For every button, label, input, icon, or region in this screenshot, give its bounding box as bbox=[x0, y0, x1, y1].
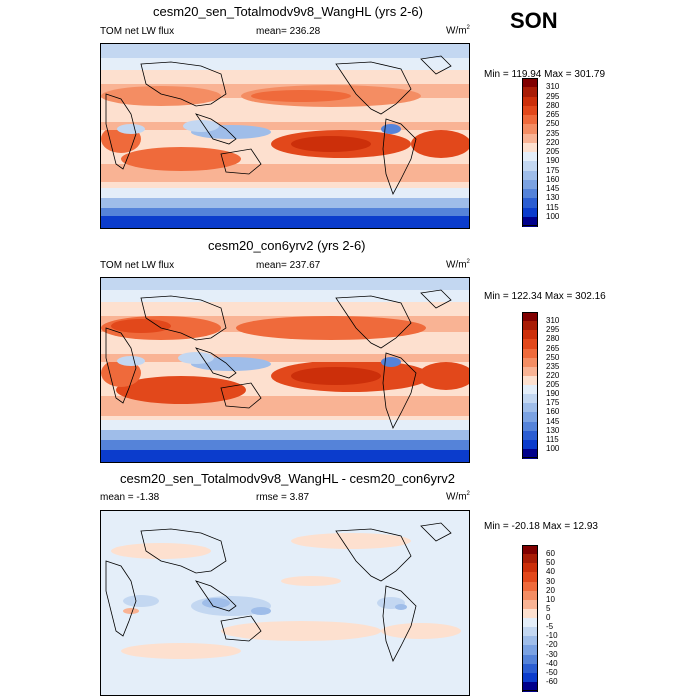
panel-2-colorbar-label: 145 bbox=[546, 416, 560, 426]
season-label: SON bbox=[510, 8, 558, 33]
panel-2-variable-label: TOM net LW flux bbox=[100, 260, 175, 271]
panel-1-colorbar-label: 265 bbox=[546, 110, 560, 119]
panel-3-colorbar-label: -60 bbox=[546, 676, 558, 686]
panel-1-colorbar-label: 250 bbox=[546, 119, 560, 129]
panel-2-colorbar-label: 235 bbox=[546, 361, 560, 371]
panel-2-colorbar-label: 175 bbox=[546, 398, 560, 408]
panel-2-colorbar-label: 100 bbox=[546, 443, 560, 453]
panel-3-map bbox=[100, 510, 470, 696]
panel-2-colorbar-swatch bbox=[522, 448, 538, 459]
panel-3-minmax: Min = -20.18 Max = 12.93 bbox=[484, 521, 598, 532]
panel-3-colorbar-label: -20 bbox=[546, 640, 558, 650]
panel-3-colorbar-label: 10 bbox=[546, 594, 555, 604]
panel-3-colorbar: 60 50 40 30 20 10 5 0 -5 -10 -20 -30 -40 -50 -60 bbox=[522, 545, 558, 692]
panel-3-colorbar-label: -50 bbox=[546, 667, 558, 677]
panel-1-colorbar-label: 235 bbox=[546, 128, 560, 138]
panel-1-title: cesm20_sen_Totalmodv9v8_WangHL (yrs 2-6) bbox=[153, 4, 423, 19]
panel-2-colorbar-label: 115 bbox=[546, 434, 559, 444]
panel-1-colorbar-label: 145 bbox=[546, 184, 560, 193]
panel-2-colorbar-label: 265 bbox=[546, 343, 560, 353]
panel-3-map-svg bbox=[101, 511, 469, 695]
panel-1-colorbar-label: 310 bbox=[546, 82, 560, 92]
panel-3-colorbar-label: -10 bbox=[546, 631, 558, 641]
panel-2-map bbox=[100, 277, 470, 463]
panel-3-units: W/m2 bbox=[446, 491, 470, 503]
panel-1-colorbar-label: 190 bbox=[546, 156, 560, 166]
panel-1-colorbar-label: 130 bbox=[546, 193, 560, 203]
panel-3-rmse-label: rmse = 3.87 bbox=[256, 492, 310, 503]
panel-1-colorbar: 310 295 280 265 250 235 220 205 190 175 160 145 130 1… bbox=[522, 78, 559, 227]
panel-3-colorbar-swatch bbox=[522, 681, 538, 692]
panel-2-colorbar-label: 190 bbox=[546, 389, 560, 399]
panel-2-colorbar-label: 250 bbox=[546, 352, 560, 362]
panel-1-variable-label: TOM net LW flux bbox=[100, 26, 175, 37]
panel-1-mean-label: mean= 236.28 bbox=[256, 26, 321, 37]
panel-2-minmax: Min = 122.34 Max = 302.16 bbox=[484, 291, 606, 302]
panel-3-colorbar-label: -30 bbox=[546, 649, 558, 659]
panel-2-colorbar-label: 295 bbox=[546, 325, 560, 335]
panel-3-colorbar-label: 60 bbox=[546, 549, 555, 559]
panel-3-colorbar-label: -5 bbox=[546, 622, 554, 632]
panel-3-colorbar-label: 40 bbox=[546, 567, 555, 577]
panel-2-colorbar-label: 310 bbox=[546, 316, 560, 326]
panel-1-colorbar-label: 160 bbox=[546, 174, 560, 184]
panel-3-mean-label: mean = -1.38 bbox=[100, 492, 160, 503]
panel-2-title: cesm20_con6yrv2 (yrs 2-6) bbox=[208, 238, 366, 253]
panel-1-colorbar-label: 295 bbox=[546, 91, 560, 101]
panel-1-colorbar-label: 220 bbox=[546, 137, 560, 147]
panel-3-colorbar-label: 5 bbox=[546, 603, 551, 613]
panel-2-colorbar-label: 205 bbox=[546, 380, 560, 389]
panel-1-minmax: Min = 119.94 Max = 301.79 bbox=[484, 69, 606, 80]
panel-2-colorbar-label: 130 bbox=[546, 425, 560, 435]
panel-3-colorbar-label: 0 bbox=[546, 613, 551, 622]
panel-1-colorbar-label: 280 bbox=[546, 100, 560, 110]
panel-1-colorbar-label: 175 bbox=[546, 165, 560, 175]
panel-2-mean-label: mean= 237.67 bbox=[256, 260, 321, 271]
panel-2-map-svg bbox=[101, 278, 469, 462]
panel-1-colorbar-label: 205 bbox=[546, 147, 560, 156]
panel-2-colorbar-label: 220 bbox=[546, 370, 560, 380]
panel-1-units: W/m2 bbox=[446, 25, 470, 37]
panel-3-colorbar-label: 50 bbox=[546, 558, 555, 568]
panel-3-colorbar-label: 20 bbox=[546, 585, 555, 595]
panel-2-units: W/m2 bbox=[446, 259, 470, 271]
panel-1-map-svg bbox=[101, 44, 469, 228]
panel-1-colorbar-label: 115 bbox=[546, 202, 559, 212]
panel-2-colorbar-label: 280 bbox=[546, 334, 560, 344]
panel-1-colorbar-label: 100 bbox=[546, 211, 560, 221]
panel-3-title: cesm20_sen_Totalmodv9v8_WangHL - cesm20_… bbox=[120, 471, 456, 486]
panel-2-colorbar-label: 160 bbox=[546, 407, 560, 417]
panel-3-colorbar-label: 30 bbox=[546, 576, 555, 586]
panel-1-colorbar-swatch bbox=[522, 216, 538, 227]
panel-2-colorbar: 310 295 280 265 250 235 220 205 190 175 160 145 130 1… bbox=[522, 312, 559, 459]
panel-1-map bbox=[100, 43, 470, 229]
panel-3-colorbar-label: -40 bbox=[546, 658, 558, 668]
